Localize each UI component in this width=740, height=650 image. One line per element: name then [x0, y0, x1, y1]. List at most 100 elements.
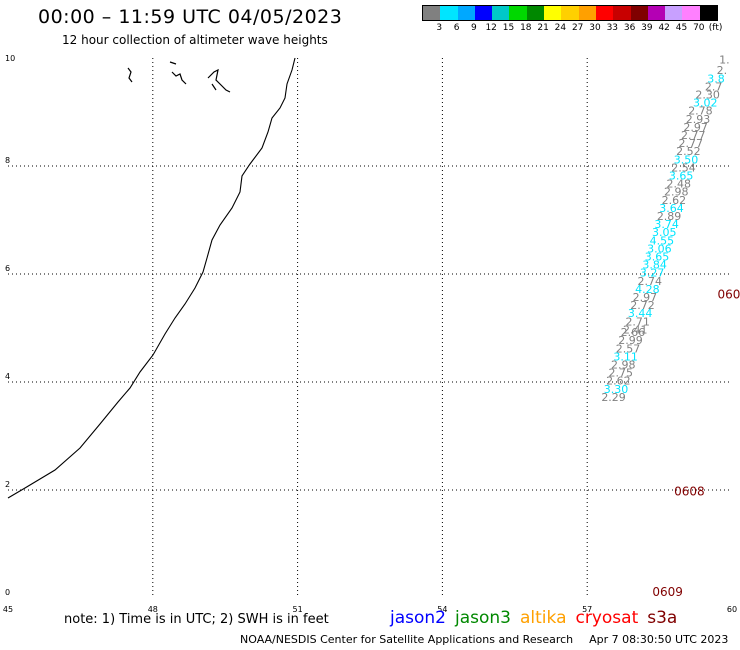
page-title: 00:00 – 11:59 UTC 04/05/2023 — [38, 6, 343, 28]
wave-height-label: 2.99 — [618, 334, 643, 347]
legend-tick-label: 30 — [589, 23, 601, 33]
legend-swatch — [440, 6, 458, 20]
legend-tick-labels: 3 6 9 12 15 18 21 24 27 30 33 36 39 42 45 70 (ft) — [422, 21, 722, 35]
wave-height-label: 1. — [719, 53, 730, 66]
wave-height-label: 2.98 — [664, 186, 689, 199]
legend-swatch — [630, 6, 648, 20]
color-legend: 3 6 9 12 15 18 21 24 27 30 33 36 39 42 45 70 (ft) — [422, 5, 722, 35]
wave-height-label: 3.65 — [669, 170, 694, 183]
legend-tick-label: 33 — [606, 23, 619, 33]
wave-height-label: 4.28 — [635, 283, 660, 296]
legend-tick-label: 6 — [453, 23, 460, 33]
wave-height-label: 2.74 — [638, 275, 663, 288]
legend-tick-label: 9 — [471, 23, 477, 33]
legend-swatch — [423, 6, 441, 20]
satellite-s3a: s3a — [647, 608, 678, 628]
credit-line: NOAA/NESDIS Center for Satellite Applica… — [240, 633, 728, 646]
wave-height-label: 2.75 — [609, 367, 634, 380]
wave-height-label: 3.64 — [659, 202, 684, 215]
wave-height-label: 3.44 — [628, 307, 653, 320]
lat-tick-label: 0 — [5, 588, 10, 597]
page-subtitle: 12 hour collection of altimeter wave hei… — [62, 33, 328, 47]
time-label: 0608 — [674, 484, 705, 498]
wave-height-label: 3.06 — [647, 242, 672, 255]
wave-height-label: 2.66 — [621, 326, 646, 339]
wave-height-label: 2.77 — [679, 137, 704, 150]
lon-tick-label: 60 — [727, 605, 737, 614]
wave-height-label: 3.02 — [693, 97, 718, 110]
island-outline — [169, 61, 187, 85]
wave-height-label: 2.52 — [676, 145, 701, 158]
satellite-jason2: jason2 — [390, 608, 446, 628]
wave-height-label: 3.05 — [652, 226, 677, 239]
legend-tick-label: 18 — [520, 23, 532, 33]
wave-height-label: 2.41 — [623, 323, 648, 336]
time-label: 0609 — [652, 585, 683, 599]
legend-tick-label: 70 — [693, 23, 705, 33]
wave-height-label: 4.55 — [650, 234, 675, 247]
wave-height-label: 2.48 — [666, 178, 691, 191]
legend-tick-label: 15 — [502, 23, 515, 33]
wave-height-label: 2.72 — [630, 299, 655, 312]
wave-height-label: 2.62 — [662, 194, 687, 207]
wave-height-label: 2.78 — [688, 105, 713, 118]
lon-tick-label: 45 — [3, 605, 13, 614]
lon-tick-label: 51 — [293, 605, 303, 614]
legend-swatch — [474, 6, 493, 20]
wave-height-label: 3.27 — [640, 267, 665, 280]
satellite-legend: jason2 jason3 altika cryosat s3a — [390, 608, 686, 628]
legend-tick-label: 24 — [554, 23, 567, 33]
legend-tick-label: 12 — [485, 23, 497, 33]
legend-tick-label: 3 — [436, 23, 443, 33]
legend-swatch — [595, 6, 614, 20]
legend-swatch — [509, 6, 527, 20]
legend-swatch — [544, 6, 562, 20]
footnote: note: 1) Time is in UTC; 2) SWH is in fe… — [64, 612, 329, 627]
wave-height-label: 3.50 — [674, 153, 699, 166]
lon-tick-label: 54 — [437, 605, 447, 614]
wave-height-label: 2.29 — [601, 391, 626, 404]
wave-height-label: 2.57 — [616, 342, 641, 355]
wave-height-label: 2.54 — [671, 161, 696, 174]
wave-height-label: 2. — [717, 64, 728, 77]
satellite-altika: altika — [520, 608, 567, 628]
time-label: 060 — [718, 287, 740, 301]
wave-height-label: 2.89 — [657, 210, 682, 223]
island-outline — [127, 67, 133, 83]
legend-swatch — [526, 6, 545, 20]
legend-swatch — [613, 6, 631, 20]
wave-height-label: 2.97 — [633, 291, 658, 304]
wave-height-label: 2.30 — [695, 89, 720, 102]
legend-swatch — [492, 6, 510, 20]
wave-height-label: 2.93 — [686, 113, 711, 126]
legend-swatch — [699, 6, 718, 20]
legend-swatch — [578, 6, 596, 20]
coastline — [7, 57, 296, 499]
legend-swatch — [665, 6, 683, 20]
legend-swatch — [647, 6, 666, 20]
wave-height-label: 3.84 — [642, 259, 667, 272]
lon-tick-label: 57 — [582, 605, 592, 614]
lat-tick-label: 6 — [5, 264, 10, 273]
wave-height-label: 3.65 — [645, 251, 670, 264]
legend-swatch — [561, 6, 579, 20]
legend-tick-label: 21 — [537, 23, 549, 33]
credit-org: NOAA/NESDIS Center for Satellite Applica… — [240, 633, 574, 646]
lon-tick-label: 48 — [148, 605, 158, 614]
wave-height-label: 2.71 — [625, 315, 650, 328]
satellite-jason3: jason3 — [455, 608, 511, 628]
wave-height-label: 2.62 — [606, 375, 631, 388]
wave-height-label: 3.74 — [654, 218, 679, 231]
wave-height-label: 2.77 — [681, 129, 706, 142]
wave-height-label: 2.97 — [683, 121, 708, 134]
legend-tick-label: 36 — [623, 23, 636, 33]
wave-height-label: 3.8 — [707, 72, 725, 85]
wave-height-label: 2.7 — [705, 80, 723, 93]
legend-swatch — [682, 6, 700, 20]
wave-height-label: 3.30 — [604, 383, 629, 396]
lat-tick-label: 10 — [5, 54, 15, 63]
lat-tick-label: 8 — [5, 156, 10, 165]
wave-height-label: 3.11 — [613, 350, 638, 363]
lat-tick-label: 4 — [5, 372, 10, 381]
